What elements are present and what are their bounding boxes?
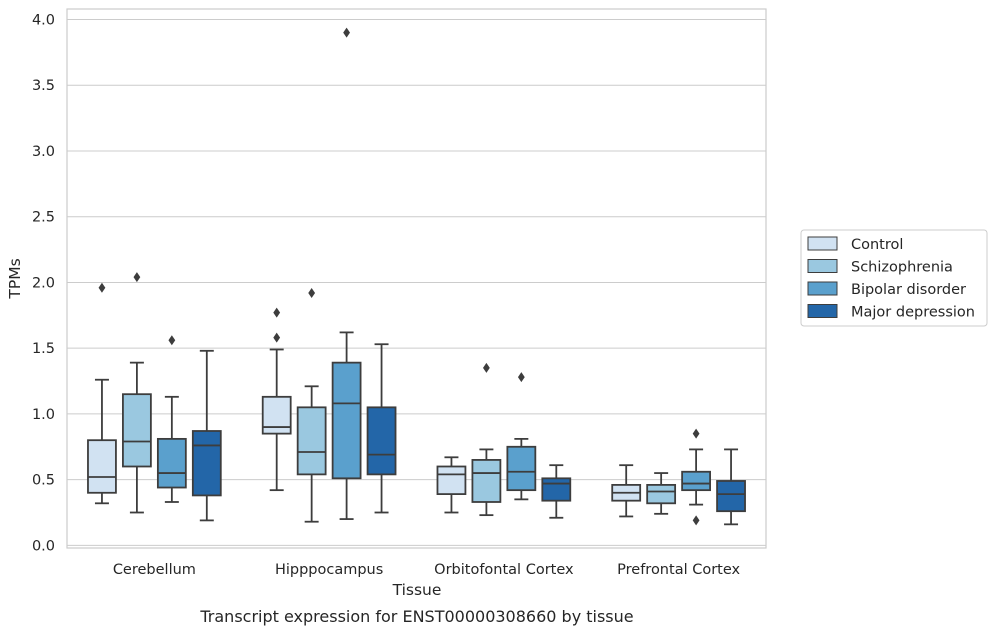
- box-iqr: [716, 480, 746, 513]
- box-bipolar-disorder: [331, 27, 362, 520]
- plot-area-frame: [66, 8, 767, 549]
- box-control: [87, 282, 117, 505]
- outlier-point: [273, 307, 281, 318]
- y-tick-label: 3.0: [32, 144, 55, 160]
- outlier-point: [692, 428, 700, 439]
- box-schizophrenia: [122, 272, 152, 514]
- box-iqr: [296, 406, 327, 476]
- legend-label: Control: [851, 237, 903, 253]
- outlier-point: [273, 332, 281, 343]
- y-tick-label: 4.0: [32, 13, 55, 29]
- box-schizophrenia: [471, 362, 502, 517]
- box-schizophrenia: [296, 287, 327, 523]
- legend-swatch: [807, 236, 838, 251]
- y-tick-label: 0.0: [32, 538, 55, 554]
- box-major-depression: [541, 464, 572, 519]
- outlier-point: [308, 287, 316, 298]
- box-iqr: [541, 477, 572, 502]
- legend-label: Schizophrenia: [851, 260, 953, 276]
- legend-swatch: [807, 259, 838, 273]
- box-iqr: [87, 439, 117, 494]
- box-iqr: [156, 437, 187, 489]
- y-tick-label: 2.0: [32, 275, 55, 291]
- x-tick-label: Cerebellum: [113, 562, 196, 578]
- y-axis-ticks: 0.0 0.5 1.0 1.5 2.0 2.5 3.0 3.5 4.0: [32, 13, 55, 555]
- box-iqr: [471, 459, 502, 503]
- x-tick-label: Prefrontal Cortex: [617, 562, 740, 578]
- box-control: [611, 464, 642, 518]
- box-series: [87, 27, 746, 526]
- x-tick-label: Orbitofontal Cortex: [434, 562, 574, 578]
- box-bipolar-disorder: [156, 335, 187, 503]
- legend-label: Bipolar disorder: [851, 282, 966, 298]
- legend-label: Major depression: [851, 305, 975, 321]
- box-iqr: [331, 361, 362, 480]
- outlier-point: [98, 282, 106, 293]
- box-iqr: [436, 465, 467, 495]
- box-iqr: [506, 445, 537, 492]
- y-tick-label: 3.5: [32, 78, 55, 94]
- outlier-point: [343, 27, 350, 38]
- box-iqr: [681, 470, 711, 492]
- box-iqr: [191, 430, 222, 497]
- y-axis-label: TPMs: [6, 258, 24, 299]
- chart-caption: Transcript expression for ENST0000030866…: [199, 607, 633, 626]
- x-axis-ticks: Cerebellum Hipppocampus Orbitofontal Corte…: [113, 562, 741, 578]
- legend-swatch: [807, 304, 838, 318]
- box-iqr: [261, 395, 292, 435]
- y-tick-label: 2.5: [32, 210, 55, 226]
- box-iqr: [122, 393, 152, 468]
- legend-frame: [800, 229, 988, 327]
- outlier-point: [168, 335, 176, 346]
- outlier-point: [483, 362, 490, 373]
- x-axis-label: Tissue: [392, 581, 442, 599]
- box-iqr: [366, 406, 397, 476]
- outlier-point: [517, 372, 525, 383]
- box-control: [261, 307, 292, 492]
- outlier-point: [133, 272, 141, 283]
- box-schizophrenia: [646, 472, 677, 515]
- x-tick-label: Hipppocampus: [275, 562, 383, 578]
- box-control: [436, 456, 467, 514]
- legend: Control Schizophrenia Bipolar disorder Majo…: [800, 229, 988, 327]
- box-major-depression: [366, 343, 397, 514]
- box-iqr: [646, 483, 677, 505]
- box-major-depression: [191, 349, 222, 522]
- legend-swatch: [807, 281, 838, 296]
- box-bipolar-disorder: [506, 372, 537, 501]
- box-bipolar-disorder: [681, 428, 711, 526]
- y-tick-label: 1.5: [32, 341, 55, 357]
- y-tick-label: 0.5: [32, 473, 55, 489]
- box-major-depression: [716, 448, 746, 526]
- outlier-point: [692, 515, 700, 526]
- y-tick-label: 1.0: [32, 407, 55, 423]
